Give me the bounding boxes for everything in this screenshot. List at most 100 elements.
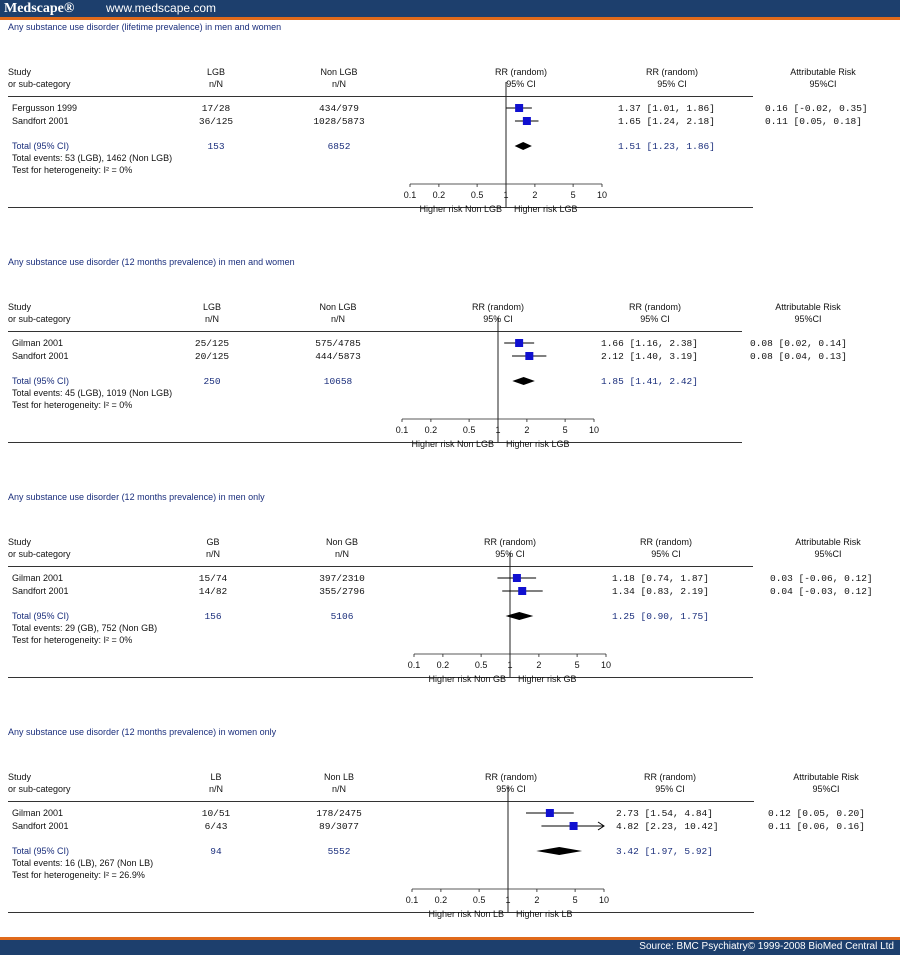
header-rr-sub: 95% CI [640,314,670,324]
x-tick-label: 5 [573,895,578,905]
group-events: 20/125 [194,351,230,362]
x-tick-label: 0.5 [473,895,486,905]
x-tick-label: 1 [495,425,500,435]
header-rr: RR (random) [628,302,682,312]
header-control-sub: n/N [331,784,347,794]
attributable-risk-value: 0.03 [-0.06, 0.12] [770,573,873,584]
total-group: 153 [207,141,225,152]
header-study: Study [8,772,32,782]
header-rr-sub: 95% CI [655,784,685,794]
study-marker [525,352,534,360]
total-label: Total (95% CI) [12,376,70,386]
header-plot: RR (random) [483,537,537,547]
total-rr-ci: 3.42 [1.97, 5.92] [616,846,713,857]
rr-ci-value: 4.82 [2.23, 10.42] [616,821,719,832]
header-ar: Attributable Risk [790,67,856,77]
x-tick-label: 0.1 [408,660,421,670]
site-url[interactable]: www.medscape.com [106,1,217,15]
axis-rule [8,207,753,208]
study-name: Fergusson 1999 [12,103,78,113]
control-events: 178/2475 [316,808,362,819]
header-group-sub: n/N [204,314,220,324]
x-label-right: Higher risk LGB [506,439,570,449]
attributable-risk-value: 0.11 [0.06, 0.16] [768,821,865,832]
total-group: 94 [210,846,222,857]
group-events: 36/125 [198,116,234,127]
x-tick-label: 2 [536,660,541,670]
x-label-right: Higher risk LGB [514,204,578,214]
attributable-risk-value: 0.04 [-0.03, 0.12] [770,586,873,597]
x-label-left: Higher risk Non LB [428,909,504,919]
forest-plot-panel: Any substance use disorder (12 months pr… [0,492,900,722]
x-tick-label: 5 [575,660,580,670]
x-tick-label: 0.1 [404,190,417,200]
attributable-risk-value: 0.16 [-0.02, 0.35] [765,103,868,114]
header-study: Study [8,67,32,77]
header-rr-sub: 95% CI [657,79,687,89]
study-name: Sandfort 2001 [12,351,69,361]
x-tick-label: 10 [599,895,609,905]
heterogeneity-text: Test for heterogeneity: I² = 0% [12,635,133,645]
total-rr-ci: 1.25 [0.90, 1.75] [612,611,709,622]
header-rr: RR (random) [639,537,693,547]
header-ar-sub: 95%CI [794,314,822,324]
panel-title: Any substance use disorder (12 months pr… [8,492,265,502]
header-ar: Attributable Risk [795,537,861,547]
study-marker [522,117,531,125]
study-name: Sandfort 2001 [12,821,69,831]
attributable-risk-value: 0.11 [0.05, 0.18] [765,116,862,127]
x-tick-label: 0.2 [437,660,450,670]
header-group: LB [210,772,222,782]
header-study-sub: or sub-category [8,784,71,794]
header-ar-sub: 95%CI [809,79,837,89]
header-plot-sub: 95% CI [496,784,526,794]
study-name: Gilman 2001 [12,338,64,348]
total-rr-ci: 1.85 [1.41, 2.42] [601,376,698,387]
x-tick-label: 2 [532,190,537,200]
study-marker [518,587,527,595]
x-tick-label: 0.5 [463,425,476,435]
control-events: 575/4785 [315,338,361,349]
study-name: Gilman 2001 [12,573,64,583]
total-group: 250 [203,376,221,387]
study-marker [512,574,521,582]
x-label-right: Higher risk LB [516,909,573,919]
axis-rule [8,912,754,913]
header-group-sub: n/N [208,79,224,89]
header-plot-sub: 95% CI [506,79,536,89]
medscape-logo[interactable]: Medscape® [4,1,75,16]
attributable-risk-value: 0.08 [0.04, 0.13] [750,351,847,362]
total-control: 10658 [323,376,353,387]
rr-ci-value: 2.73 [1.54, 4.84] [616,808,713,819]
total-control: 5552 [327,846,351,857]
header-rule [8,801,754,802]
header-ar: Attributable Risk [775,302,841,312]
control-events: 444/5873 [315,351,361,362]
forest-plot-svg: 0.1 0.2 0.5 1 2 5 10 Higher risk Non GB Higher r… [408,552,611,684]
pooled-diamond [512,377,535,385]
study-name: Sandfort 2001 [12,586,69,596]
panel-title: Any substance use disorder (lifetime pre… [8,22,282,32]
header-plot: RR (random) [494,67,548,77]
footer-bar: Source: BMC Psychiatry© 1999-2008 BioMed… [0,937,900,955]
axis-rule [8,442,742,443]
rr-ci-value: 1.18 [0.74, 1.87] [612,573,709,584]
group-events: 15/74 [198,573,228,584]
header-ar-sub: 95%CI [812,784,840,794]
total-label: Total (95% CI) [12,611,70,621]
group-events: 14/82 [198,586,228,597]
x-tick-label: 0.5 [475,660,488,670]
total-control: 6852 [327,141,351,152]
header-group-sub: n/N [205,549,221,559]
header-control: Non LGB [320,67,358,77]
control-events: 397/2310 [319,573,365,584]
rr-ci-value: 2.12 [1.40, 3.19] [601,351,698,362]
group-events: 6/43 [204,821,228,832]
pooled-diamond [536,847,583,855]
x-tick-label: 0.5 [471,190,484,200]
heterogeneity-text: Test for heterogeneity: I² = 0% [12,165,133,175]
source-credit: Source: BMC Psychiatry© 1999-2008 BioMed… [639,941,894,952]
header-study-sub: or sub-category [8,79,71,89]
control-events: 89/3077 [319,821,359,832]
x-tick-label: 5 [563,425,568,435]
